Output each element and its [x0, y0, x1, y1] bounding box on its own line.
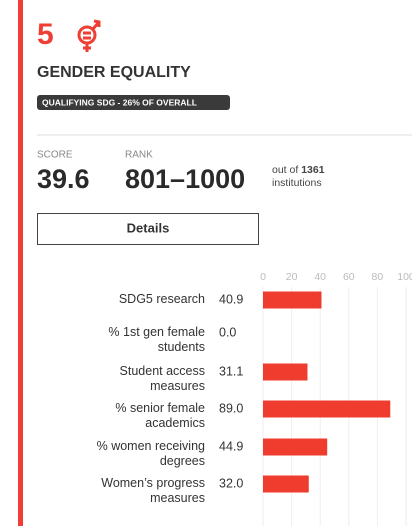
bar: [263, 363, 308, 381]
category-label: Women’s progress measures: [101, 476, 205, 505]
value-label: 32.0: [219, 476, 243, 490]
rank-total: out of 1361: [272, 164, 325, 176]
bar: [263, 475, 309, 493]
rank-label: RANK: [125, 150, 153, 161]
x-tick-label: 20: [286, 271, 298, 283]
x-tick-label: 80: [372, 271, 384, 283]
accent-bar: [18, 0, 23, 526]
sdg-number: 5: [37, 18, 54, 51]
value-label: 40.9: [219, 292, 243, 306]
score-value: 39.6: [37, 164, 90, 194]
x-tick-label: 100: [397, 271, 412, 283]
gender-icon: [77, 19, 101, 52]
value-label: 31.1: [219, 364, 243, 378]
badge: [37, 95, 230, 110]
value-label: 89.0: [219, 401, 243, 415]
value-label: 0.0: [219, 325, 236, 339]
category-label: SDG5 research: [119, 292, 205, 306]
score-label: SCORE: [37, 150, 73, 161]
x-tick-label: 0: [260, 271, 266, 283]
details-button-label[interactable]: Details: [127, 220, 170, 235]
category-label: % women receiving degrees: [97, 439, 205, 468]
x-tick-label: 60: [343, 271, 355, 283]
value-label: 44.9: [219, 439, 243, 453]
rank-total-number: 1361: [301, 164, 325, 176]
category-label: % 1st gen female students: [108, 325, 205, 354]
bar: [263, 291, 322, 309]
rank-suffix: institutions: [272, 177, 322, 189]
rank-prefix: out of: [272, 164, 298, 176]
bar: [263, 438, 328, 456]
details-button[interactable]: [37, 213, 259, 245]
x-tick-label: 40: [314, 271, 326, 283]
bar: [263, 400, 391, 418]
category-label: % senior female academics: [115, 401, 205, 430]
rank-value: 801–1000: [125, 164, 245, 194]
badge-text: QUALIFYING SDG - 26% OF OVERALL: [42, 97, 197, 107]
category-label: Student access measures: [120, 364, 205, 393]
sdg-title: GENDER EQUALITY: [37, 64, 191, 81]
